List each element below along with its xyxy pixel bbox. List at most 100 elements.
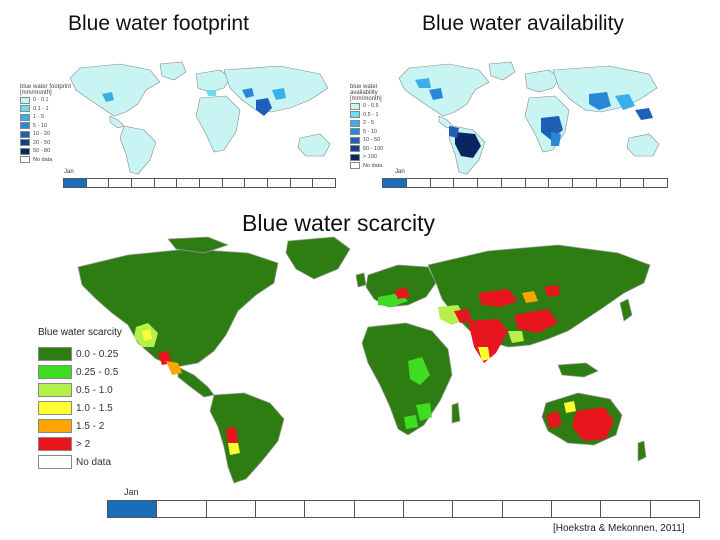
citation: [Hoekstra & Mekonnen, 2011]: [553, 523, 685, 534]
availability-legend-label: > 100: [363, 154, 377, 161]
availability-legend-item: 2 - 5: [350, 119, 406, 128]
footprint-legend-label: 5 - 10: [33, 122, 48, 129]
scarcity-legend-label: 0.25 - 0.5: [76, 366, 119, 378]
footprint-month-cell[interactable]: [199, 178, 223, 188]
availability-map-title: Blue water availability: [422, 12, 624, 35]
footprint-legend-label: 0.1 - 1: [33, 105, 49, 112]
availability-legend: blue water availability [mm/month] 0 - 0…: [350, 84, 406, 170]
availability-month-cell[interactable]: [453, 178, 478, 188]
footprint-legend: blue water footprint [mm/month] 0 - 0.1 0…: [20, 84, 72, 164]
availability-month-cell[interactable]: [619, 178, 645, 188]
footprint-month-cell[interactable]: [108, 178, 133, 188]
availability-legend-item: 0.5 - 1: [350, 111, 406, 120]
scarcity-legend-swatch: [38, 383, 72, 397]
footprint-legend-swatch: [20, 105, 30, 113]
scarcity-legend-title: Blue water scarcity: [38, 327, 122, 338]
footprint-month-cell[interactable]: [244, 178, 269, 188]
footprint-month-cell[interactable]: [289, 178, 314, 188]
scarcity-month-cell[interactable]: [452, 500, 503, 518]
scarcity-month-selector[interactable]: [107, 500, 700, 518]
scarcity-month-cell[interactable]: [156, 500, 207, 518]
availability-legend-label: 5 - 10: [363, 128, 378, 135]
scarcity-legend-item: 0.0 - 0.25: [38, 345, 168, 363]
scarcity-month-cell[interactable]: [107, 500, 158, 518]
scarcity-legend: Blue water scarcity 0.0 - 0.25 0.25 - 0.5…: [38, 327, 168, 471]
scarcity-legend-item: > 2: [38, 435, 168, 453]
footprint-legend-item: 20 - 50: [20, 139, 72, 148]
footprint-legend-item: 5 - 10: [20, 122, 72, 131]
scarcity-legend-label: 0.5 - 1.0: [76, 384, 113, 396]
scarcity-legend-item: 1.5 - 2: [38, 417, 168, 435]
availability-world-map: [398, 61, 660, 175]
availability-month-selector[interactable]: [382, 178, 668, 188]
footprint-legend-label: 1 - 5: [33, 114, 45, 121]
availability-legend-label: 2 - 5: [363, 120, 375, 127]
footprint-legend-label: No data: [33, 156, 53, 163]
footprint-legend-title: blue water footprint [mm/month]: [20, 84, 72, 96]
footprint-legend-swatch: [20, 96, 30, 104]
scarcity-month-cell[interactable]: [649, 500, 700, 518]
footprint-month-cell[interactable]: [85, 178, 110, 188]
availability-month-cell[interactable]: [405, 178, 431, 188]
availability-legend-label: 0 - 0.5: [363, 103, 379, 110]
footprint-legend-swatch: [20, 113, 30, 121]
availability-month-cell[interactable]: [382, 178, 407, 188]
footprint-legend-item: No data: [20, 156, 72, 165]
scarcity-month-label: Jan: [124, 487, 139, 497]
scarcity-legend-item: 0.25 - 0.5: [38, 363, 168, 381]
footprint-legend-swatch: [20, 156, 30, 164]
footprint-legend-item: 1 - 5: [20, 113, 72, 122]
footprint-legend-swatch: [20, 147, 30, 155]
availability-legend-label: 0.5 - 1: [363, 111, 379, 118]
availability-legend-swatch: [350, 162, 360, 170]
scarcity-month-cell[interactable]: [501, 500, 552, 518]
scarcity-world-map: [77, 236, 651, 484]
availability-month-cell[interactable]: [477, 178, 502, 188]
scarcity-legend-item: 1.0 - 1.5: [38, 399, 168, 417]
footprint-month-cell[interactable]: [131, 178, 155, 188]
footprint-legend-label: 20 - 50: [33, 139, 51, 146]
availability-month-cell[interactable]: [643, 178, 668, 188]
availability-legend-swatch: [350, 102, 360, 110]
footprint-legend-item: 50 - 80: [20, 147, 72, 156]
footprint-legend-swatch: [20, 122, 30, 130]
footprint-month-selector[interactable]: [63, 178, 337, 188]
availability-legend-swatch: [350, 128, 360, 136]
availability-month-cell[interactable]: [572, 178, 597, 188]
footprint-month-cell[interactable]: [221, 178, 246, 188]
availability-legend-swatch: [350, 119, 360, 127]
availability-legend-label: No data: [363, 162, 383, 169]
availability-month-cell[interactable]: [595, 178, 621, 188]
availability-legend-item: No data: [350, 162, 406, 171]
footprint-legend-item: 0.1 - 1: [20, 105, 72, 114]
availability-legend-swatch: [350, 111, 360, 119]
footprint-month-label: Jan: [64, 169, 74, 175]
availability-map-panel: blue water availability [mm/month] 0 - 0…: [345, 60, 673, 190]
scarcity-legend-swatch: [38, 401, 72, 415]
footprint-legend-label: 50 - 80: [33, 148, 51, 155]
scarcity-legend-label: 1.0 - 1.5: [76, 402, 113, 414]
availability-legend-label: 50 - 100: [363, 145, 384, 152]
scarcity-month-cell[interactable]: [205, 500, 256, 518]
scarcity-month-cell[interactable]: [254, 500, 306, 518]
scarcity-legend-swatch: [38, 347, 72, 361]
footprint-month-cell[interactable]: [267, 178, 291, 188]
availability-legend-title: blue water availability [mm/month]: [350, 84, 382, 102]
scarcity-month-cell[interactable]: [353, 500, 404, 518]
scarcity-month-cell[interactable]: [304, 500, 355, 518]
scarcity-map-panel: Blue water scarcity 0.0 - 0.25 0.25 - 0.5…: [38, 235, 700, 520]
footprint-month-cell[interactable]: [312, 178, 337, 188]
availability-month-cell[interactable]: [429, 178, 455, 188]
footprint-map-title: Blue water footprint: [68, 12, 249, 35]
availability-month-cell[interactable]: [548, 178, 573, 188]
footprint-month-cell[interactable]: [153, 178, 178, 188]
footprint-legend-swatch: [20, 139, 30, 147]
availability-month-cell[interactable]: [524, 178, 550, 188]
scarcity-month-cell[interactable]: [600, 500, 651, 518]
availability-month-cell[interactable]: [500, 178, 526, 188]
scarcity-month-cell[interactable]: [402, 500, 454, 518]
footprint-month-cell[interactable]: [176, 178, 201, 188]
footprint-month-cell[interactable]: [63, 178, 87, 188]
scarcity-month-cell[interactable]: [550, 500, 602, 518]
footprint-legend-label: 0 - 0.1: [33, 97, 49, 104]
